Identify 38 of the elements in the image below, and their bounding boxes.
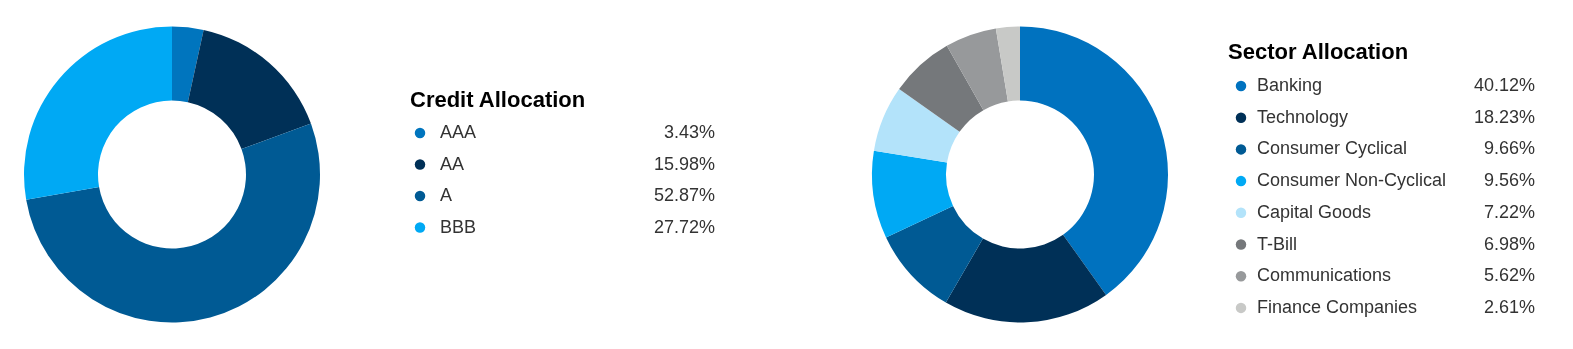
donut-slice xyxy=(995,26,1020,102)
text: Sector Allocation xyxy=(1228,39,1409,64)
legend-label: T-Bill xyxy=(1257,233,1297,254)
data-label: 6.98% xyxy=(1483,233,1535,254)
legend-label: Communications xyxy=(1257,265,1392,286)
donut-slice xyxy=(172,26,204,103)
data-label: 9.56% xyxy=(1483,170,1535,191)
data-label: 15.98% xyxy=(653,153,715,174)
donut-slice xyxy=(187,29,311,150)
legend-label: Consumer Cyclical xyxy=(1257,138,1408,159)
legend-label: A xyxy=(440,185,453,205)
data-label: 9.66% xyxy=(1483,138,1535,159)
legend-label: AAA xyxy=(440,122,477,142)
legend-label: BBB xyxy=(440,216,477,237)
data-label: 40.12% xyxy=(1473,75,1535,95)
donut-slice xyxy=(946,28,1008,111)
data-label: 27.72% xyxy=(653,216,715,237)
donut-slice xyxy=(886,205,983,303)
donut-slice xyxy=(872,150,954,238)
legend-label: Technology xyxy=(1257,106,1349,127)
data-label: 3.43% xyxy=(663,122,715,142)
text: Credit Allocation xyxy=(410,87,586,112)
data-label: 52.87% xyxy=(653,185,715,205)
legend-label: Finance Companies xyxy=(1257,296,1418,317)
legend-label: Consumer Non-Cyclical xyxy=(1257,170,1447,191)
donut-slice xyxy=(24,26,172,200)
donut-slice xyxy=(26,123,320,323)
data-label: 5.62% xyxy=(1483,265,1535,286)
data-label: 2.61% xyxy=(1483,296,1535,317)
donut-slice xyxy=(1020,26,1168,295)
legend-label: AA xyxy=(440,153,465,174)
data-label: 7.22% xyxy=(1483,201,1535,222)
donut-slice xyxy=(945,234,1107,323)
donut-slice xyxy=(899,45,984,132)
legend-label: Banking xyxy=(1257,75,1323,95)
donut-slice xyxy=(873,89,960,163)
data-label: 18.23% xyxy=(1473,106,1535,127)
legend-label: Capital Goods xyxy=(1257,201,1372,222)
